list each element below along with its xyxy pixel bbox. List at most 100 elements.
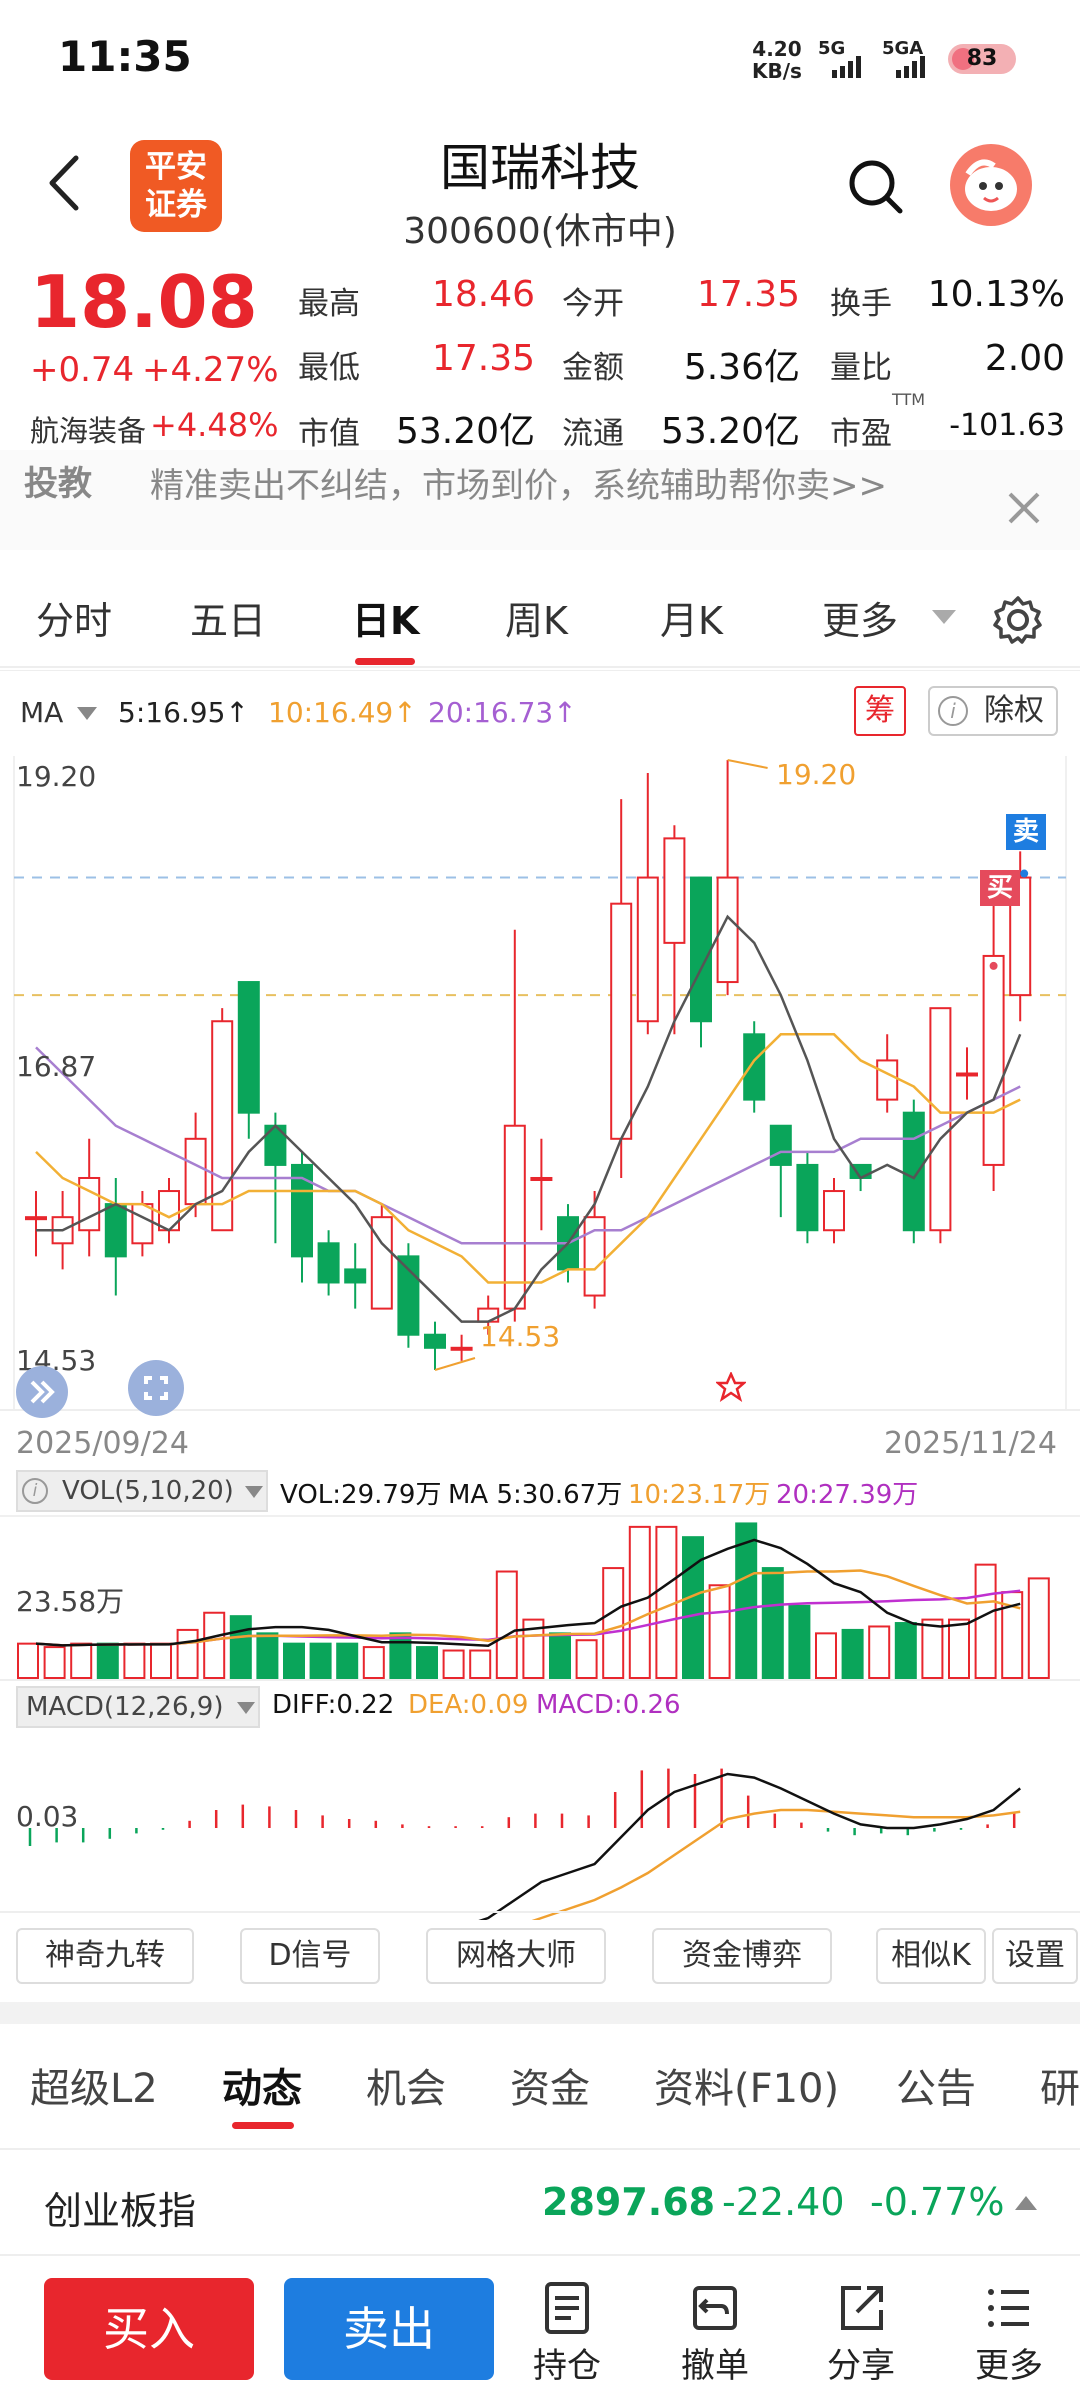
signal-bars-2-icon xyxy=(882,56,942,78)
index-pct: -0.77% xyxy=(870,2180,1005,2224)
label-low: 最低 xyxy=(298,350,360,386)
candle-body xyxy=(902,1111,925,1232)
vol-dropdown-icon[interactable] xyxy=(244,1484,264,1498)
close-icon[interactable] xyxy=(1004,488,1044,528)
vol-indicator-selector[interactable]: VOL(5,10,20) xyxy=(16,1470,268,1512)
tab-five-day[interactable]: 五日 xyxy=(190,599,267,643)
volume-bar xyxy=(788,1604,811,1679)
candle-body xyxy=(769,1124,792,1166)
volume-bar xyxy=(442,1649,465,1679)
more-button[interactable]: 更多 xyxy=(954,2278,1064,2387)
tool-fund-game[interactable]: 资金博弈 xyxy=(652,1928,832,1984)
candle-body xyxy=(370,1216,393,1310)
volume-bar xyxy=(203,1611,226,1680)
ma-dropdown-icon[interactable] xyxy=(76,706,98,722)
back-icon[interactable] xyxy=(40,148,90,218)
macd-dropdown-icon[interactable] xyxy=(236,1700,256,1714)
tab-weekly-k[interactable]: 周K xyxy=(505,599,568,643)
candle-body xyxy=(184,1137,207,1206)
sell-marker[interactable]: 卖 xyxy=(1006,814,1046,850)
broker-logo[interactable]: 平安 证券 xyxy=(130,140,222,232)
candle-body xyxy=(743,1033,766,1101)
candle-body xyxy=(716,876,739,984)
broker-logo-line1: 平安 xyxy=(145,149,207,185)
volume-bar xyxy=(1027,1577,1050,1679)
high-mark-label: 19.20 xyxy=(776,758,857,791)
volume-bar xyxy=(682,1536,704,1679)
undo-icon xyxy=(660,2278,770,2338)
tab-monthly-k[interactable]: 月K xyxy=(660,599,723,643)
search-icon[interactable] xyxy=(845,156,905,216)
kline-chart-panel[interactable]: MA 5:16.95↑ 10:16.49↑ 20:16.73↑ 筹 除权 i 1… xyxy=(0,670,1080,1920)
subtab-l2[interactable]: 超级L2 xyxy=(30,2066,158,2112)
tool-nine-turn[interactable]: 神奇九转 xyxy=(16,1928,194,1984)
candle-body xyxy=(690,876,712,1023)
event-star-icon[interactable] xyxy=(714,1370,748,1402)
subtab-opportunity[interactable]: 机会 xyxy=(366,2066,446,2112)
buy-button[interactable]: 买入 xyxy=(44,2278,254,2380)
chip-button[interactable]: 筹 xyxy=(854,686,906,736)
ma20-line xyxy=(35,1046,1021,1245)
subtab-news[interactable]: 动态 xyxy=(222,2066,302,2112)
subtab-f10[interactable]: 资料(F10) xyxy=(654,2066,840,2112)
candle-body xyxy=(424,1333,446,1349)
menu-icon xyxy=(954,2278,1064,2338)
adjust-button[interactable]: 除权 xyxy=(928,686,1058,736)
volume-bar xyxy=(416,1646,438,1680)
signal-5g-label: 5G xyxy=(818,38,846,59)
low-mark-label: 14.53 xyxy=(480,1320,561,1353)
y-tick-mid: 16.87 xyxy=(16,1050,97,1083)
hold-button[interactable]: 持仓 xyxy=(512,2278,622,2387)
tab-active-indicator xyxy=(355,658,415,665)
index-ticker[interactable]: 创业板指 2897.68 -22.40 -0.77% xyxy=(0,2148,1080,2256)
label-high: 最高 xyxy=(298,286,360,322)
candle-body xyxy=(78,1176,101,1232)
label-turnover: 换手 xyxy=(830,286,892,322)
gear-icon[interactable] xyxy=(992,594,1044,646)
info-icon: i xyxy=(938,696,968,726)
share-button[interactable]: 分享 xyxy=(806,2278,916,2387)
sector-name[interactable]: 航海装备 xyxy=(30,414,147,448)
promo-banner[interactable]: 投教 精准卖出不纠结，市场到价，系统辅助帮你卖>> xyxy=(0,450,1080,550)
vol-ma20: 20:27.39万 xyxy=(776,1480,919,1510)
cancel-order-button[interactable]: 撤单 xyxy=(660,2278,770,2387)
volume-bar xyxy=(921,1618,944,1680)
price-change: +0.74 xyxy=(30,350,135,390)
tool-d-signal[interactable]: D信号 xyxy=(240,1928,380,1984)
tab-daily-k[interactable]: 日K xyxy=(352,599,420,643)
subtab-announcements[interactable]: 公告 xyxy=(896,2066,976,2112)
subtab-research[interactable]: 研 xyxy=(1040,2066,1080,2112)
low-leader-line xyxy=(434,1357,476,1371)
last-price-dot xyxy=(1020,869,1029,878)
assistant-avatar[interactable] xyxy=(950,144,1032,226)
tab-more[interactable]: 更多 xyxy=(822,599,899,643)
tool-grid-master[interactable]: 网格大师 xyxy=(426,1928,606,1984)
tab-intraday[interactable]: 分时 xyxy=(36,599,113,643)
subtab-funds[interactable]: 资金 xyxy=(510,2066,590,2112)
ma-label[interactable]: MA xyxy=(20,696,64,729)
vol-info-icon: i xyxy=(22,1478,48,1504)
candle-body xyxy=(25,1216,47,1221)
tool-similar-k[interactable]: 相似K xyxy=(876,1928,986,1984)
fullscreen-icon[interactable] xyxy=(128,1360,184,1416)
vol-ma5-line xyxy=(35,1538,1021,1647)
y-tick-top: 19.20 xyxy=(16,760,97,793)
buy-marker[interactable]: 买 xyxy=(980,870,1020,906)
candle-body xyxy=(450,1346,473,1351)
sell-button[interactable]: 卖出 xyxy=(284,2278,494,2380)
expand-left-icon[interactable] xyxy=(16,1366,68,1418)
volume-bar xyxy=(868,1625,891,1680)
chevron-up-icon[interactable] xyxy=(1014,2194,1038,2212)
candle-body xyxy=(610,902,633,1140)
sector-pct: +4.48% xyxy=(150,406,279,444)
net-speed-unit: KB/s xyxy=(752,59,802,83)
tool-settings[interactable]: 设置 xyxy=(992,1928,1078,1984)
macd-indicator-selector[interactable]: MACD(12,26,9) xyxy=(16,1686,260,1728)
volume-bar xyxy=(123,1642,146,1679)
volume-bar xyxy=(176,1628,199,1679)
volume-bar xyxy=(17,1642,39,1679)
value-pe: -101.63 xyxy=(949,408,1065,443)
volume-bar xyxy=(389,1632,412,1680)
ma10-value: 10:16.49↑ xyxy=(268,696,417,729)
chevron-down-icon[interactable] xyxy=(930,608,958,628)
